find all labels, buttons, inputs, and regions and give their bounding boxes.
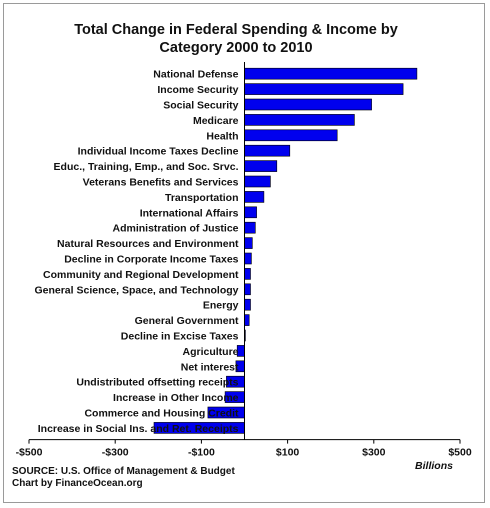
x-axis-unit-label: Billions xyxy=(415,460,453,472)
category-label: Energy xyxy=(203,300,239,312)
category-label: Veterans Benefits and Services xyxy=(83,177,239,189)
bar-3 xyxy=(244,114,355,126)
x-tick-label: -$100 xyxy=(188,447,215,459)
category-label: National Defense xyxy=(153,69,238,81)
category-label: Medicare xyxy=(193,115,239,127)
category-label: Increase in Social Ins. and Ret. Receipt… xyxy=(38,423,239,435)
bar-15 xyxy=(244,298,251,311)
category-label: Agriculture xyxy=(182,346,238,358)
category-label: Decline in Corporate Income Taxes xyxy=(64,254,238,266)
category-label: General Government xyxy=(135,315,239,327)
bar-9 xyxy=(244,206,257,219)
bar-16 xyxy=(244,314,250,326)
category-label: Educ., Training, Emp., and Soc. Srvc. xyxy=(54,161,239,173)
x-tick-label: $300 xyxy=(362,447,386,459)
bar-2 xyxy=(244,98,372,111)
category-label: Social Security xyxy=(163,100,238,112)
category-label: Decline in Excise Taxes xyxy=(121,331,239,343)
category-label: Income Security xyxy=(157,84,238,96)
category-label: Increase in Other Income xyxy=(113,392,239,404)
bar-13 xyxy=(244,268,251,280)
category-label: Undistributed offsetting receipts xyxy=(76,377,238,389)
bar-11 xyxy=(244,237,253,249)
category-label: Transportation xyxy=(165,192,239,204)
bar-0 xyxy=(244,67,418,80)
x-tick-label: $100 xyxy=(276,447,300,459)
chart-title-line-2: Category 2000 to 2010 xyxy=(159,40,312,56)
bar-8 xyxy=(244,191,265,203)
bar-10 xyxy=(244,221,256,234)
category-label: Commerce and Housing Credit xyxy=(84,408,239,420)
bar-12 xyxy=(244,252,252,265)
bar-14 xyxy=(244,283,251,296)
category-label: Net interest xyxy=(181,361,239,373)
x-tick-label: -$300 xyxy=(102,447,129,459)
bar-chart: Total Change in Federal Spending & Incom… xyxy=(12,22,472,489)
source-line: SOURCE: U.S. Office of Management & Budg… xyxy=(12,466,235,477)
bar-6 xyxy=(244,160,278,172)
credit-line: Chart by FinanceOcean.org xyxy=(12,478,143,489)
bar-7 xyxy=(244,175,271,188)
category-label: Administration of Justice xyxy=(112,223,238,235)
category-label: Community and Regional Development xyxy=(43,269,239,281)
category-label: Health xyxy=(206,130,238,142)
bar-4 xyxy=(244,129,338,142)
chart-title-line-1: Total Change in Federal Spending & Incom… xyxy=(74,22,398,38)
chart-frame: Total Change in Federal Spending & Incom… xyxy=(3,3,485,503)
category-label: International Affairs xyxy=(140,207,239,219)
category-label: General Science, Space, and Technology xyxy=(34,284,238,296)
bar-1 xyxy=(244,83,404,95)
x-tick-label: $500 xyxy=(448,447,472,459)
bar-5 xyxy=(244,144,291,157)
x-tick-label: -$500 xyxy=(16,447,43,459)
category-label: Individual Income Taxes Decline xyxy=(78,146,239,158)
category-label: Natural Resources and Environment xyxy=(57,238,239,250)
